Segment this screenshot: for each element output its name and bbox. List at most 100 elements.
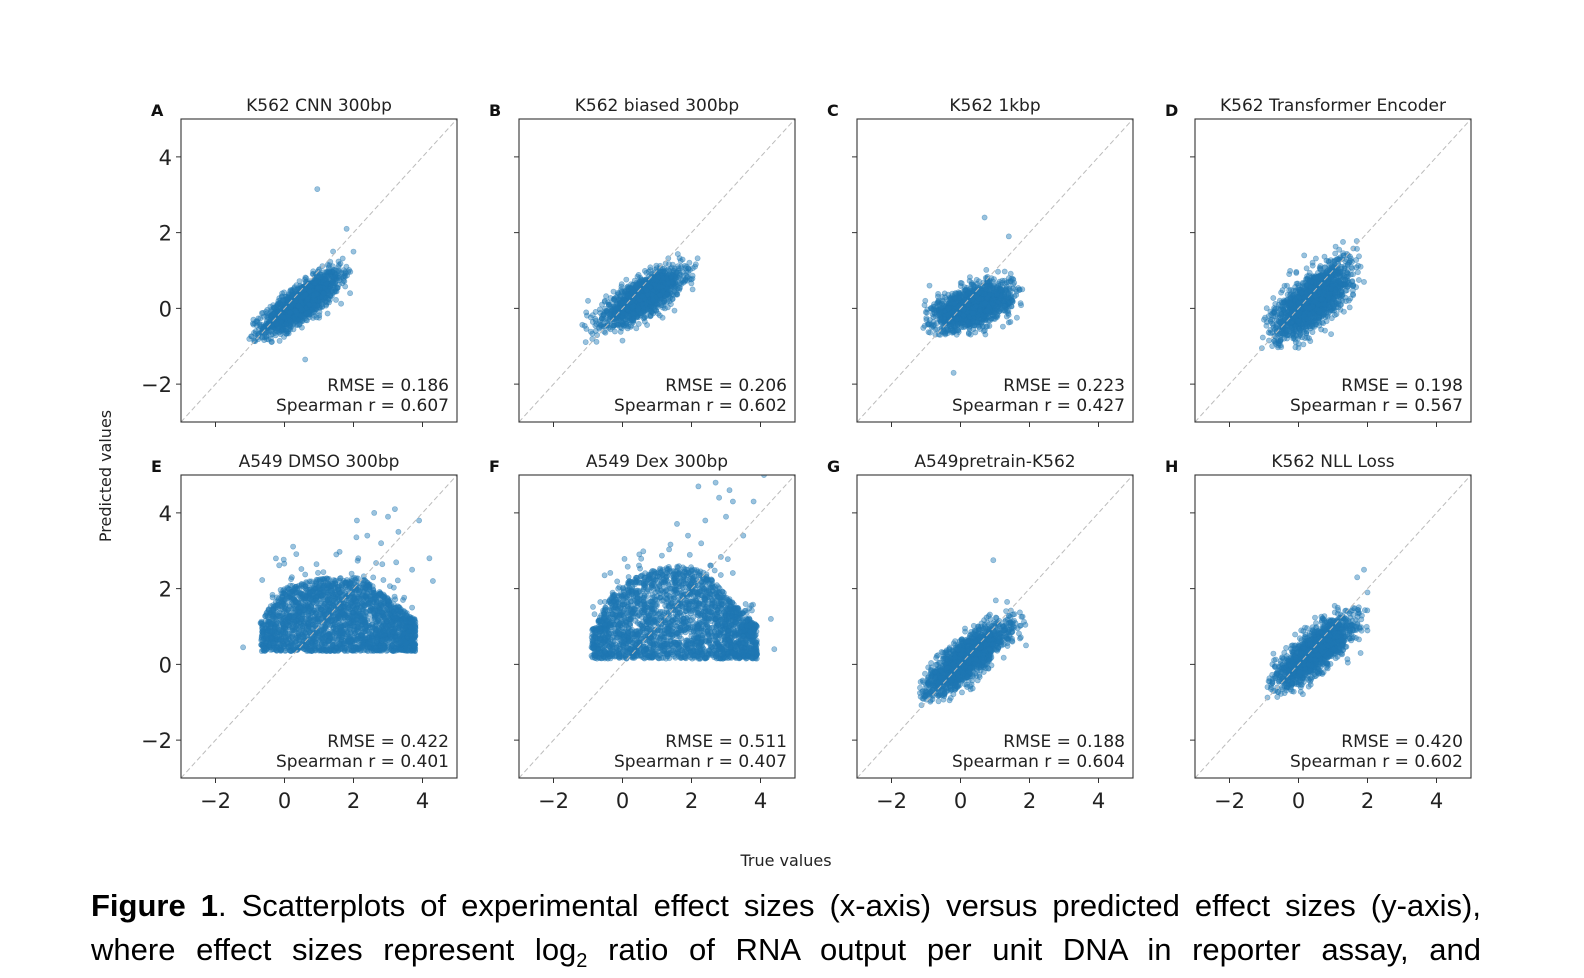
point bbox=[629, 281, 636, 288]
point bbox=[342, 268, 349, 275]
point bbox=[934, 326, 940, 332]
point bbox=[587, 328, 594, 335]
point bbox=[679, 256, 686, 263]
rmse-annotation: RMSE = 0.206 bbox=[665, 376, 787, 396]
point bbox=[683, 263, 690, 270]
point bbox=[673, 291, 679, 298]
point bbox=[281, 289, 287, 296]
point bbox=[333, 288, 340, 295]
point bbox=[984, 323, 991, 329]
point bbox=[1018, 302, 1024, 309]
point bbox=[653, 307, 659, 314]
panel-title: K562 1kbp bbox=[949, 96, 1040, 116]
point bbox=[639, 293, 646, 299]
point bbox=[306, 284, 313, 290]
point bbox=[285, 326, 292, 333]
point bbox=[257, 323, 264, 330]
point bbox=[689, 272, 696, 279]
scatter-points bbox=[579, 251, 701, 345]
point bbox=[325, 264, 332, 271]
y-tick-label: 2 bbox=[159, 222, 172, 246]
point bbox=[684, 274, 691, 281]
point bbox=[328, 292, 335, 299]
point bbox=[668, 272, 675, 279]
point bbox=[259, 309, 266, 316]
point bbox=[311, 309, 318, 316]
point bbox=[643, 287, 650, 294]
point bbox=[671, 284, 678, 291]
point bbox=[339, 255, 346, 262]
point bbox=[597, 306, 603, 313]
panel-letter: C bbox=[827, 101, 839, 120]
point bbox=[635, 306, 642, 313]
outlier-point bbox=[619, 337, 626, 344]
point bbox=[623, 276, 630, 283]
point bbox=[303, 310, 309, 317]
scatter-points bbox=[246, 186, 357, 363]
point bbox=[650, 276, 657, 283]
point bbox=[1007, 287, 1014, 294]
panel-letter: A bbox=[151, 101, 164, 120]
point bbox=[593, 338, 600, 345]
point bbox=[1000, 323, 1006, 330]
point bbox=[310, 292, 317, 299]
point bbox=[606, 311, 613, 317]
point bbox=[598, 322, 605, 328]
point bbox=[283, 320, 290, 327]
point bbox=[925, 329, 932, 335]
point bbox=[660, 268, 667, 274]
y-tick-label: 0 bbox=[159, 297, 172, 321]
point bbox=[286, 309, 293, 316]
point bbox=[647, 264, 654, 271]
point bbox=[339, 280, 346, 287]
point bbox=[316, 308, 323, 315]
point bbox=[293, 308, 299, 315]
plot-area bbox=[181, 119, 457, 422]
point bbox=[330, 248, 336, 255]
point bbox=[967, 274, 973, 280]
point bbox=[622, 322, 629, 329]
spearman-annotation: Spearman r = 0.602 bbox=[614, 396, 787, 416]
point bbox=[613, 305, 620, 311]
point bbox=[666, 298, 673, 305]
point bbox=[973, 276, 980, 283]
point bbox=[664, 291, 671, 298]
point bbox=[1001, 277, 1008, 284]
point bbox=[920, 324, 927, 331]
point bbox=[1001, 268, 1008, 275]
panel-letter: B bbox=[489, 101, 501, 120]
point bbox=[268, 328, 275, 335]
point bbox=[261, 337, 267, 343]
point bbox=[324, 310, 331, 317]
point bbox=[657, 292, 664, 298]
point bbox=[694, 255, 701, 262]
point bbox=[651, 281, 658, 288]
point bbox=[294, 286, 301, 293]
point bbox=[302, 291, 309, 298]
point bbox=[671, 307, 678, 314]
point bbox=[605, 299, 611, 306]
point bbox=[338, 300, 344, 307]
outlier-point bbox=[343, 225, 350, 232]
point bbox=[335, 267, 342, 274]
point bbox=[295, 302, 302, 309]
point bbox=[276, 337, 283, 344]
point bbox=[1007, 270, 1014, 277]
point bbox=[673, 275, 679, 282]
outlier-point bbox=[692, 263, 698, 270]
outlier-point bbox=[302, 356, 309, 363]
point bbox=[330, 280, 337, 287]
point bbox=[644, 292, 651, 298]
point bbox=[248, 333, 254, 340]
point bbox=[310, 314, 316, 321]
outlier-point bbox=[350, 248, 357, 255]
point bbox=[609, 324, 616, 331]
point bbox=[680, 279, 687, 286]
point bbox=[649, 292, 656, 298]
point bbox=[633, 325, 640, 332]
point bbox=[287, 287, 294, 293]
point bbox=[272, 332, 279, 339]
point bbox=[592, 315, 599, 322]
y-tick-label: −2 bbox=[141, 373, 172, 397]
